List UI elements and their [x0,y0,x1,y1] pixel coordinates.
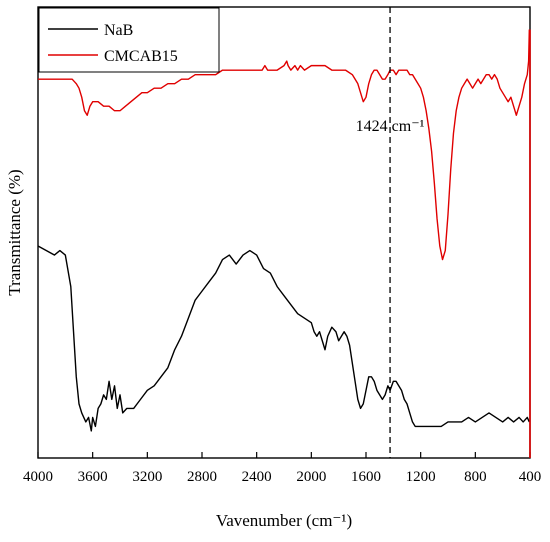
series-line-cmcab15 [38,29,531,261]
x-tick-label: 1600 [351,469,381,485]
legend-box [38,7,220,73]
x-tick-label: 2000 [296,469,326,485]
x-tick-label: 400 [519,469,542,485]
x-axis-tick-labels: 4000 3600 3200 2800 2400 2000 1600 1200 800 400 [23,469,541,485]
legend-label: CMCAB15 [104,48,178,65]
x-tick-label: 800 [464,469,487,485]
x-axis-label: Vavenumber (cm⁻¹) [216,511,352,530]
series-line-nab [37,245,530,432]
x-tick-label: 1200 [406,469,436,485]
legend-label: NaB [104,22,133,39]
legend: NaB CMCAB15 [38,7,220,73]
x-tick-label: 3600 [78,469,108,485]
annotation-label: 1424 cm⁻¹ [356,118,425,135]
x-tick-label: 4000 [23,469,53,485]
x-tick-label: 2400 [242,469,272,485]
y-axis-label: Transmittance (%) [5,169,24,295]
legend-items: NaB CMCAB15 [48,22,178,65]
x-axis-ticks [37,452,531,458]
x-tick-label: 2800 [187,469,217,485]
x-tick-label: 3200 [132,469,162,485]
plot-frame [37,6,531,459]
series-layer [37,29,531,458]
